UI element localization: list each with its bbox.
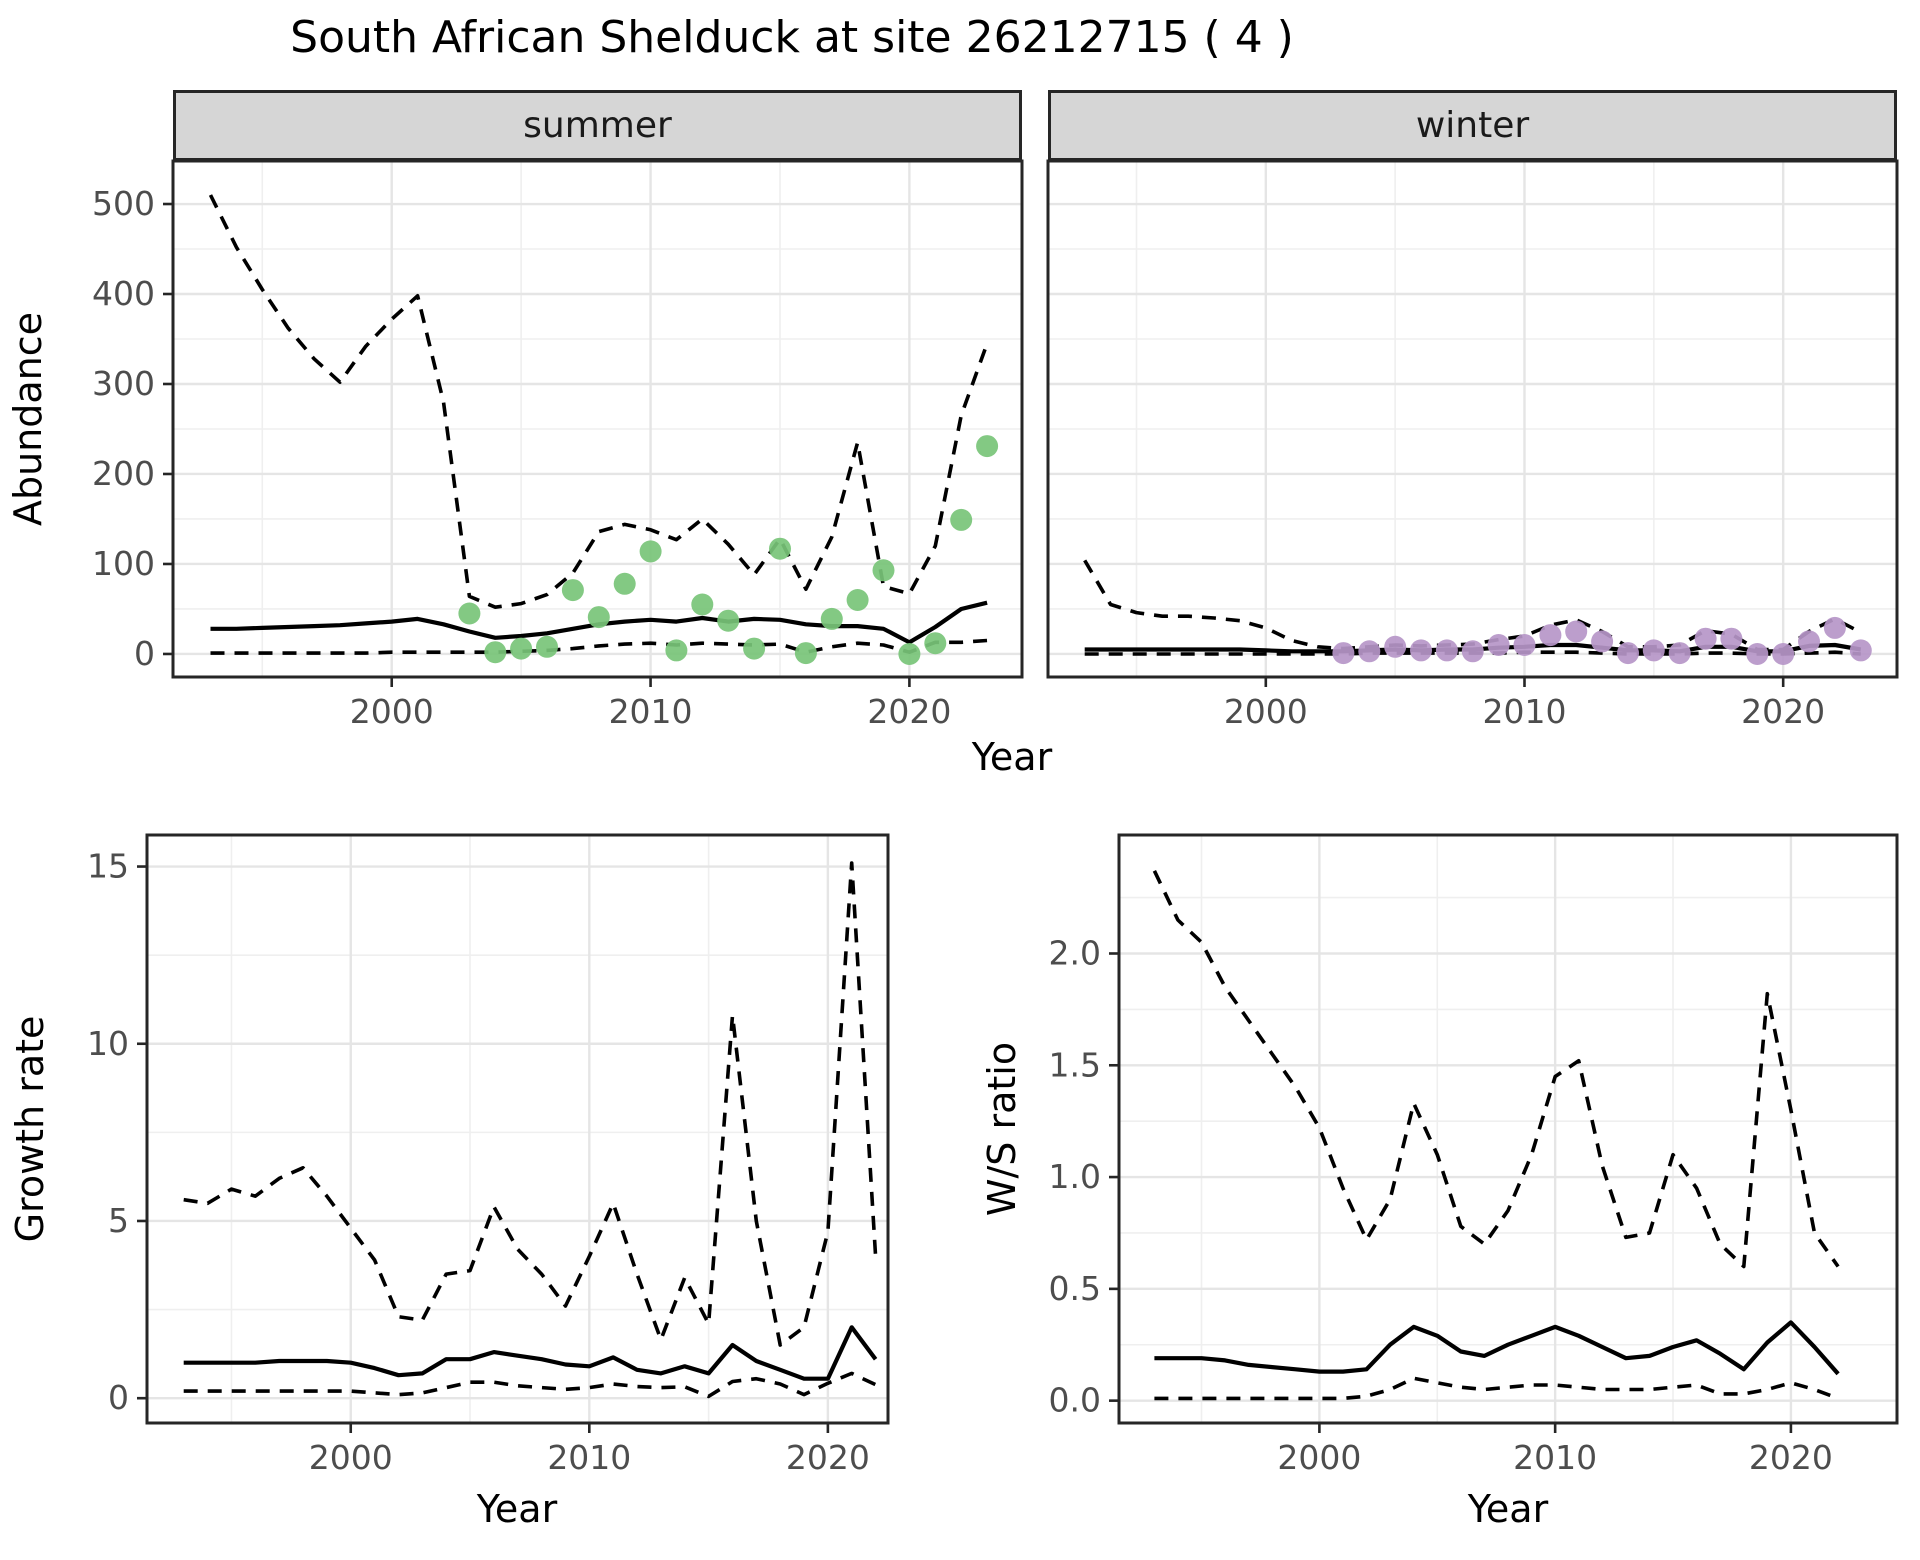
y-tick-label: 5	[108, 1201, 129, 1240]
axis-title-year-bottom-left: Year	[476, 1487, 558, 1531]
facet-strip-summer: summer	[173, 90, 1022, 161]
axis-title-ws-ratio: W/S ratio	[980, 1041, 1024, 1217]
x-tick-label: 2020	[1741, 692, 1825, 731]
y-tick-label: 1.5	[1049, 1045, 1101, 1084]
y-tick-label: 0.5	[1049, 1269, 1101, 1308]
axis-title-year-bottom-right: Year	[1467, 1487, 1549, 1531]
y-tick-label: 400	[92, 274, 155, 313]
series-lower_ci	[210, 638, 988, 655]
y-tick-label: 100	[92, 544, 155, 583]
axis-title-year-top: Year	[971, 735, 1053, 779]
x-tick-label: 2020	[1749, 1438, 1833, 1477]
series-lower_ci	[183, 1371, 877, 1399]
y-tick-label: 0	[134, 634, 155, 673]
x-tick-label: 2010	[1513, 1438, 1597, 1477]
points-observed_summer_counts	[458, 435, 999, 665]
x-tick-label: 2010	[547, 1438, 631, 1477]
x-tick-label: 2010	[1483, 692, 1567, 731]
x-tick-label: 2020	[786, 1438, 870, 1477]
x-tick-label: 2000	[1224, 692, 1308, 731]
facet-strip-summer-label: summer	[523, 105, 672, 146]
points-observed_winter_counts	[1332, 616, 1872, 665]
panel-growth_rate: 2000 2010 2020 0 5 10 15	[87, 833, 890, 1477]
chart-title: South African Shelduck at site 26212715 …	[290, 12, 1294, 63]
series-median	[183, 1325, 878, 1381]
x-tick-label: 2010	[609, 692, 693, 731]
y-tick-label: 2.0	[1049, 933, 1101, 972]
axis-title-abundance: Abundance	[6, 311, 50, 527]
y-tick-label: 15	[87, 847, 129, 886]
axis-title-growth-rate: Growth rate	[8, 1015, 52, 1243]
panel-winter_abundance: 2000 2010 2020	[1046, 159, 1899, 731]
y-tick-label: 10	[87, 1024, 129, 1063]
facet-strip-winter: winter	[1048, 90, 1897, 161]
y-tick-label: 300	[92, 364, 155, 403]
x-tick-label: 2020	[867, 692, 951, 731]
series-median	[1154, 1320, 1840, 1376]
x-tick-label: 2000	[309, 1438, 393, 1477]
y-tick-label: 0	[108, 1378, 129, 1417]
series-upper_ci	[1152, 870, 1840, 1269]
series-upper_ci	[183, 861, 878, 1347]
x-tick-label: 2000	[350, 692, 434, 731]
panel-ws_ratio: 2000 2010 2020 0.0 0.5 1.0 1.5 2.0	[1049, 833, 1899, 1477]
y-tick-label: 200	[92, 454, 155, 493]
y-tick-label: 1.0	[1049, 1157, 1101, 1196]
series-lower_ci	[1154, 1376, 1839, 1401]
y-tick-label: 0.0	[1049, 1381, 1101, 1420]
facet-strip-winter-label: winter	[1415, 105, 1530, 146]
y-tick-label: 500	[92, 184, 155, 223]
series-upper_ci	[208, 194, 989, 610]
panel-summer_abundance: 2000 2010 2020 0 100 200 300 400 500	[92, 159, 1024, 731]
x-tick-label: 2000	[1277, 1438, 1361, 1477]
